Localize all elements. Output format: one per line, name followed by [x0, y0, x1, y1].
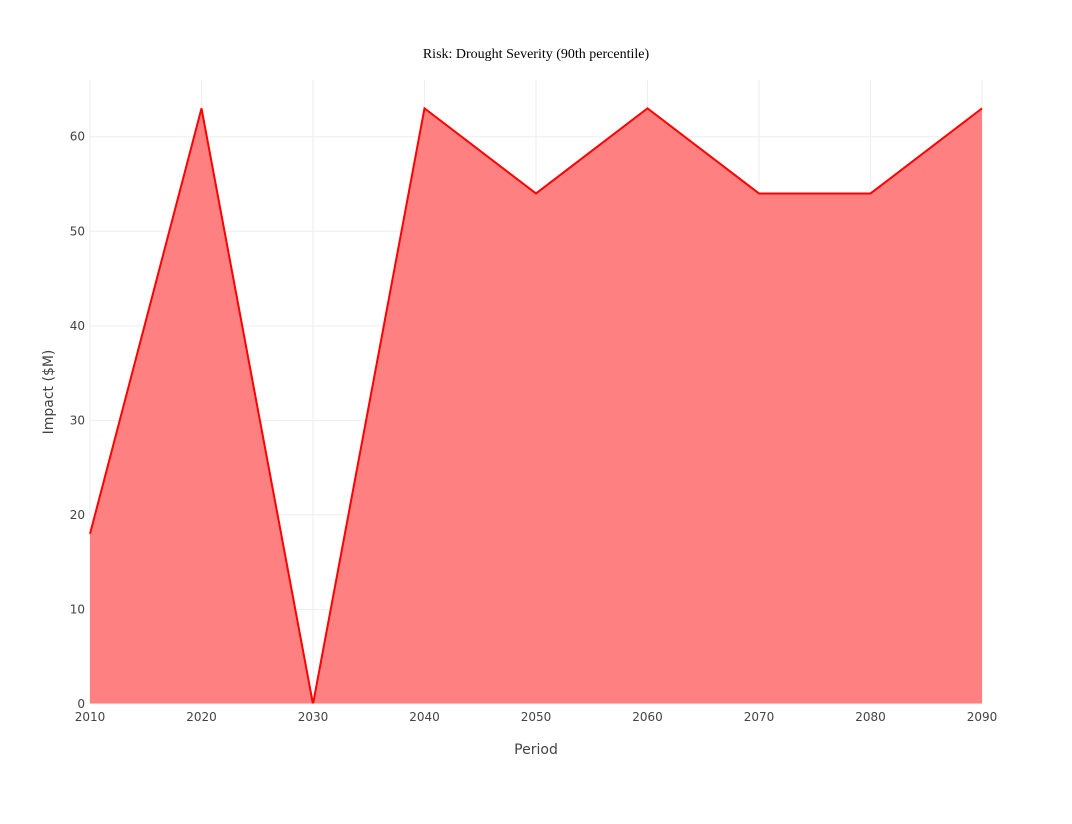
- y-axis-label: Impact ($M): [41, 349, 57, 435]
- y-tick-label: 60: [70, 130, 85, 144]
- x-tick-label: 2040: [409, 710, 440, 724]
- y-tick-label: 40: [70, 319, 85, 333]
- area-series: [89, 106, 983, 705]
- series-area-fill: [90, 108, 982, 704]
- y-tick-label: 10: [70, 602, 85, 616]
- x-tick-label: 2010: [75, 710, 106, 724]
- x-tick-label: 2050: [521, 710, 552, 724]
- x-tick-label: 2070: [744, 710, 775, 724]
- x-tick-label: 2080: [855, 710, 886, 724]
- y-tick-label: 20: [70, 508, 85, 522]
- x-tick-label: 2090: [967, 710, 998, 724]
- x-tick-label: 2060: [632, 710, 663, 724]
- y-tick-label: 50: [70, 224, 85, 238]
- x-tick-label: 2030: [298, 710, 329, 724]
- x-tick-label: 2020: [186, 710, 217, 724]
- y-tick-label: 0: [77, 697, 85, 711]
- chart-title: Risk: Drought Severity (90th percentile): [422, 47, 650, 62]
- axis-ticks: 2010 2020 2030 2040 2050 2060 2070 2080 20900102…: [70, 130, 998, 724]
- x-axis-label: Period: [514, 742, 558, 758]
- y-tick-label: 30: [70, 413, 85, 427]
